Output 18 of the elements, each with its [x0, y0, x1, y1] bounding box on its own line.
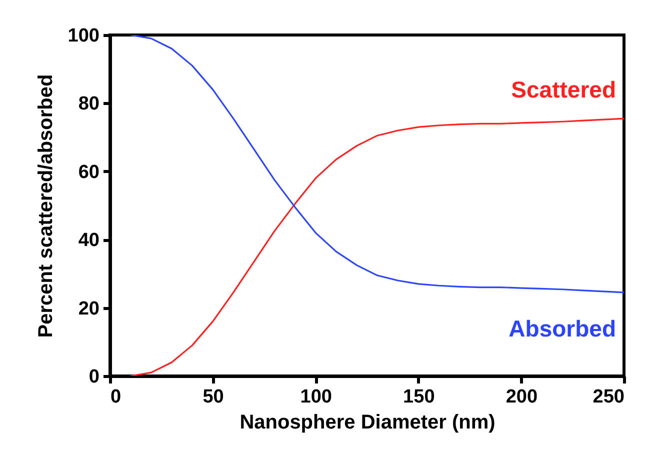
series-label: Scattered [511, 76, 616, 103]
y-tick-label: 60 [78, 162, 100, 183]
line-series [130, 118, 624, 376]
x-tick-label: 50 [202, 386, 224, 408]
y-axis-title: Percent scattered/absorbed [34, 74, 57, 338]
x-tick-label: 0 [110, 386, 122, 408]
x-axis-title: Nanosphere Diameter (nm) [240, 412, 496, 434]
x-tick-label: 100 [300, 386, 332, 408]
x-tick-label: 150 [403, 386, 435, 408]
y-tick-label: 0 [88, 366, 100, 388]
series-label: Absorbed [508, 315, 616, 342]
y-tick-label: 100 [68, 26, 100, 46]
line-series [130, 35, 624, 294]
y-tick-label: 40 [78, 230, 100, 252]
y-tick-label: 20 [78, 298, 100, 320]
x-tick-label: 200 [506, 386, 538, 408]
y-tick-label: 80 [78, 94, 100, 115]
x-tick-label: 250 [592, 386, 624, 408]
